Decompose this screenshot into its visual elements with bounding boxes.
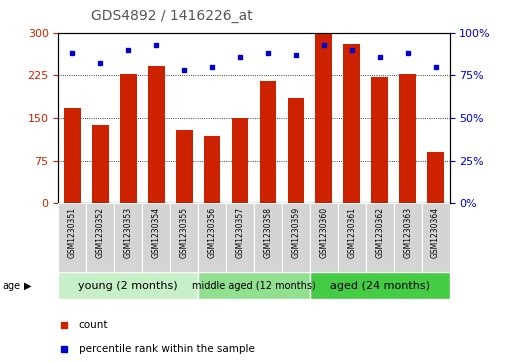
Text: GSM1230361: GSM1230361: [347, 207, 356, 258]
Bar: [114, 203, 142, 272]
Bar: [148, 66, 165, 203]
Text: count: count: [79, 321, 108, 330]
Text: GSM1230355: GSM1230355: [180, 207, 188, 258]
Bar: [260, 81, 276, 203]
Text: young (2 months): young (2 months): [78, 281, 178, 291]
Bar: [226, 203, 254, 272]
Bar: [204, 136, 220, 203]
Bar: [310, 272, 450, 299]
Bar: [371, 77, 388, 203]
Bar: [288, 98, 304, 203]
Text: GSM1230363: GSM1230363: [403, 207, 412, 258]
Bar: [170, 203, 198, 272]
Text: GSM1230362: GSM1230362: [375, 207, 384, 258]
Bar: [399, 74, 416, 203]
Bar: [142, 203, 170, 272]
Bar: [64, 108, 81, 203]
Text: ▶: ▶: [24, 281, 32, 291]
Text: age: age: [3, 281, 21, 291]
Bar: [176, 130, 193, 203]
Bar: [427, 152, 444, 203]
Bar: [58, 203, 86, 272]
Text: aged (24 months): aged (24 months): [330, 281, 430, 291]
Bar: [58, 272, 198, 299]
Bar: [343, 44, 360, 203]
Bar: [232, 118, 248, 203]
Text: GSM1230364: GSM1230364: [431, 207, 440, 258]
Text: middle aged (12 months): middle aged (12 months): [192, 281, 316, 291]
Bar: [366, 203, 394, 272]
Text: GSM1230357: GSM1230357: [236, 207, 244, 258]
Text: GDS4892 / 1416226_at: GDS4892 / 1416226_at: [91, 9, 253, 23]
Bar: [254, 203, 282, 272]
Bar: [92, 125, 109, 203]
Bar: [315, 34, 332, 203]
Text: GSM1230352: GSM1230352: [96, 207, 105, 258]
Bar: [422, 203, 450, 272]
Bar: [282, 203, 310, 272]
Text: GSM1230354: GSM1230354: [152, 207, 161, 258]
Bar: [86, 203, 114, 272]
Bar: [338, 203, 366, 272]
Text: GSM1230360: GSM1230360: [320, 207, 328, 258]
Text: GSM1230358: GSM1230358: [264, 207, 272, 258]
Bar: [310, 203, 338, 272]
Text: GSM1230351: GSM1230351: [68, 207, 77, 258]
Text: GSM1230356: GSM1230356: [208, 207, 216, 258]
Bar: [120, 74, 137, 203]
Bar: [394, 203, 422, 272]
Text: percentile rank within the sample: percentile rank within the sample: [79, 344, 255, 354]
Text: GSM1230359: GSM1230359: [292, 207, 300, 258]
Bar: [198, 272, 310, 299]
Bar: [198, 203, 226, 272]
Text: GSM1230353: GSM1230353: [124, 207, 133, 258]
